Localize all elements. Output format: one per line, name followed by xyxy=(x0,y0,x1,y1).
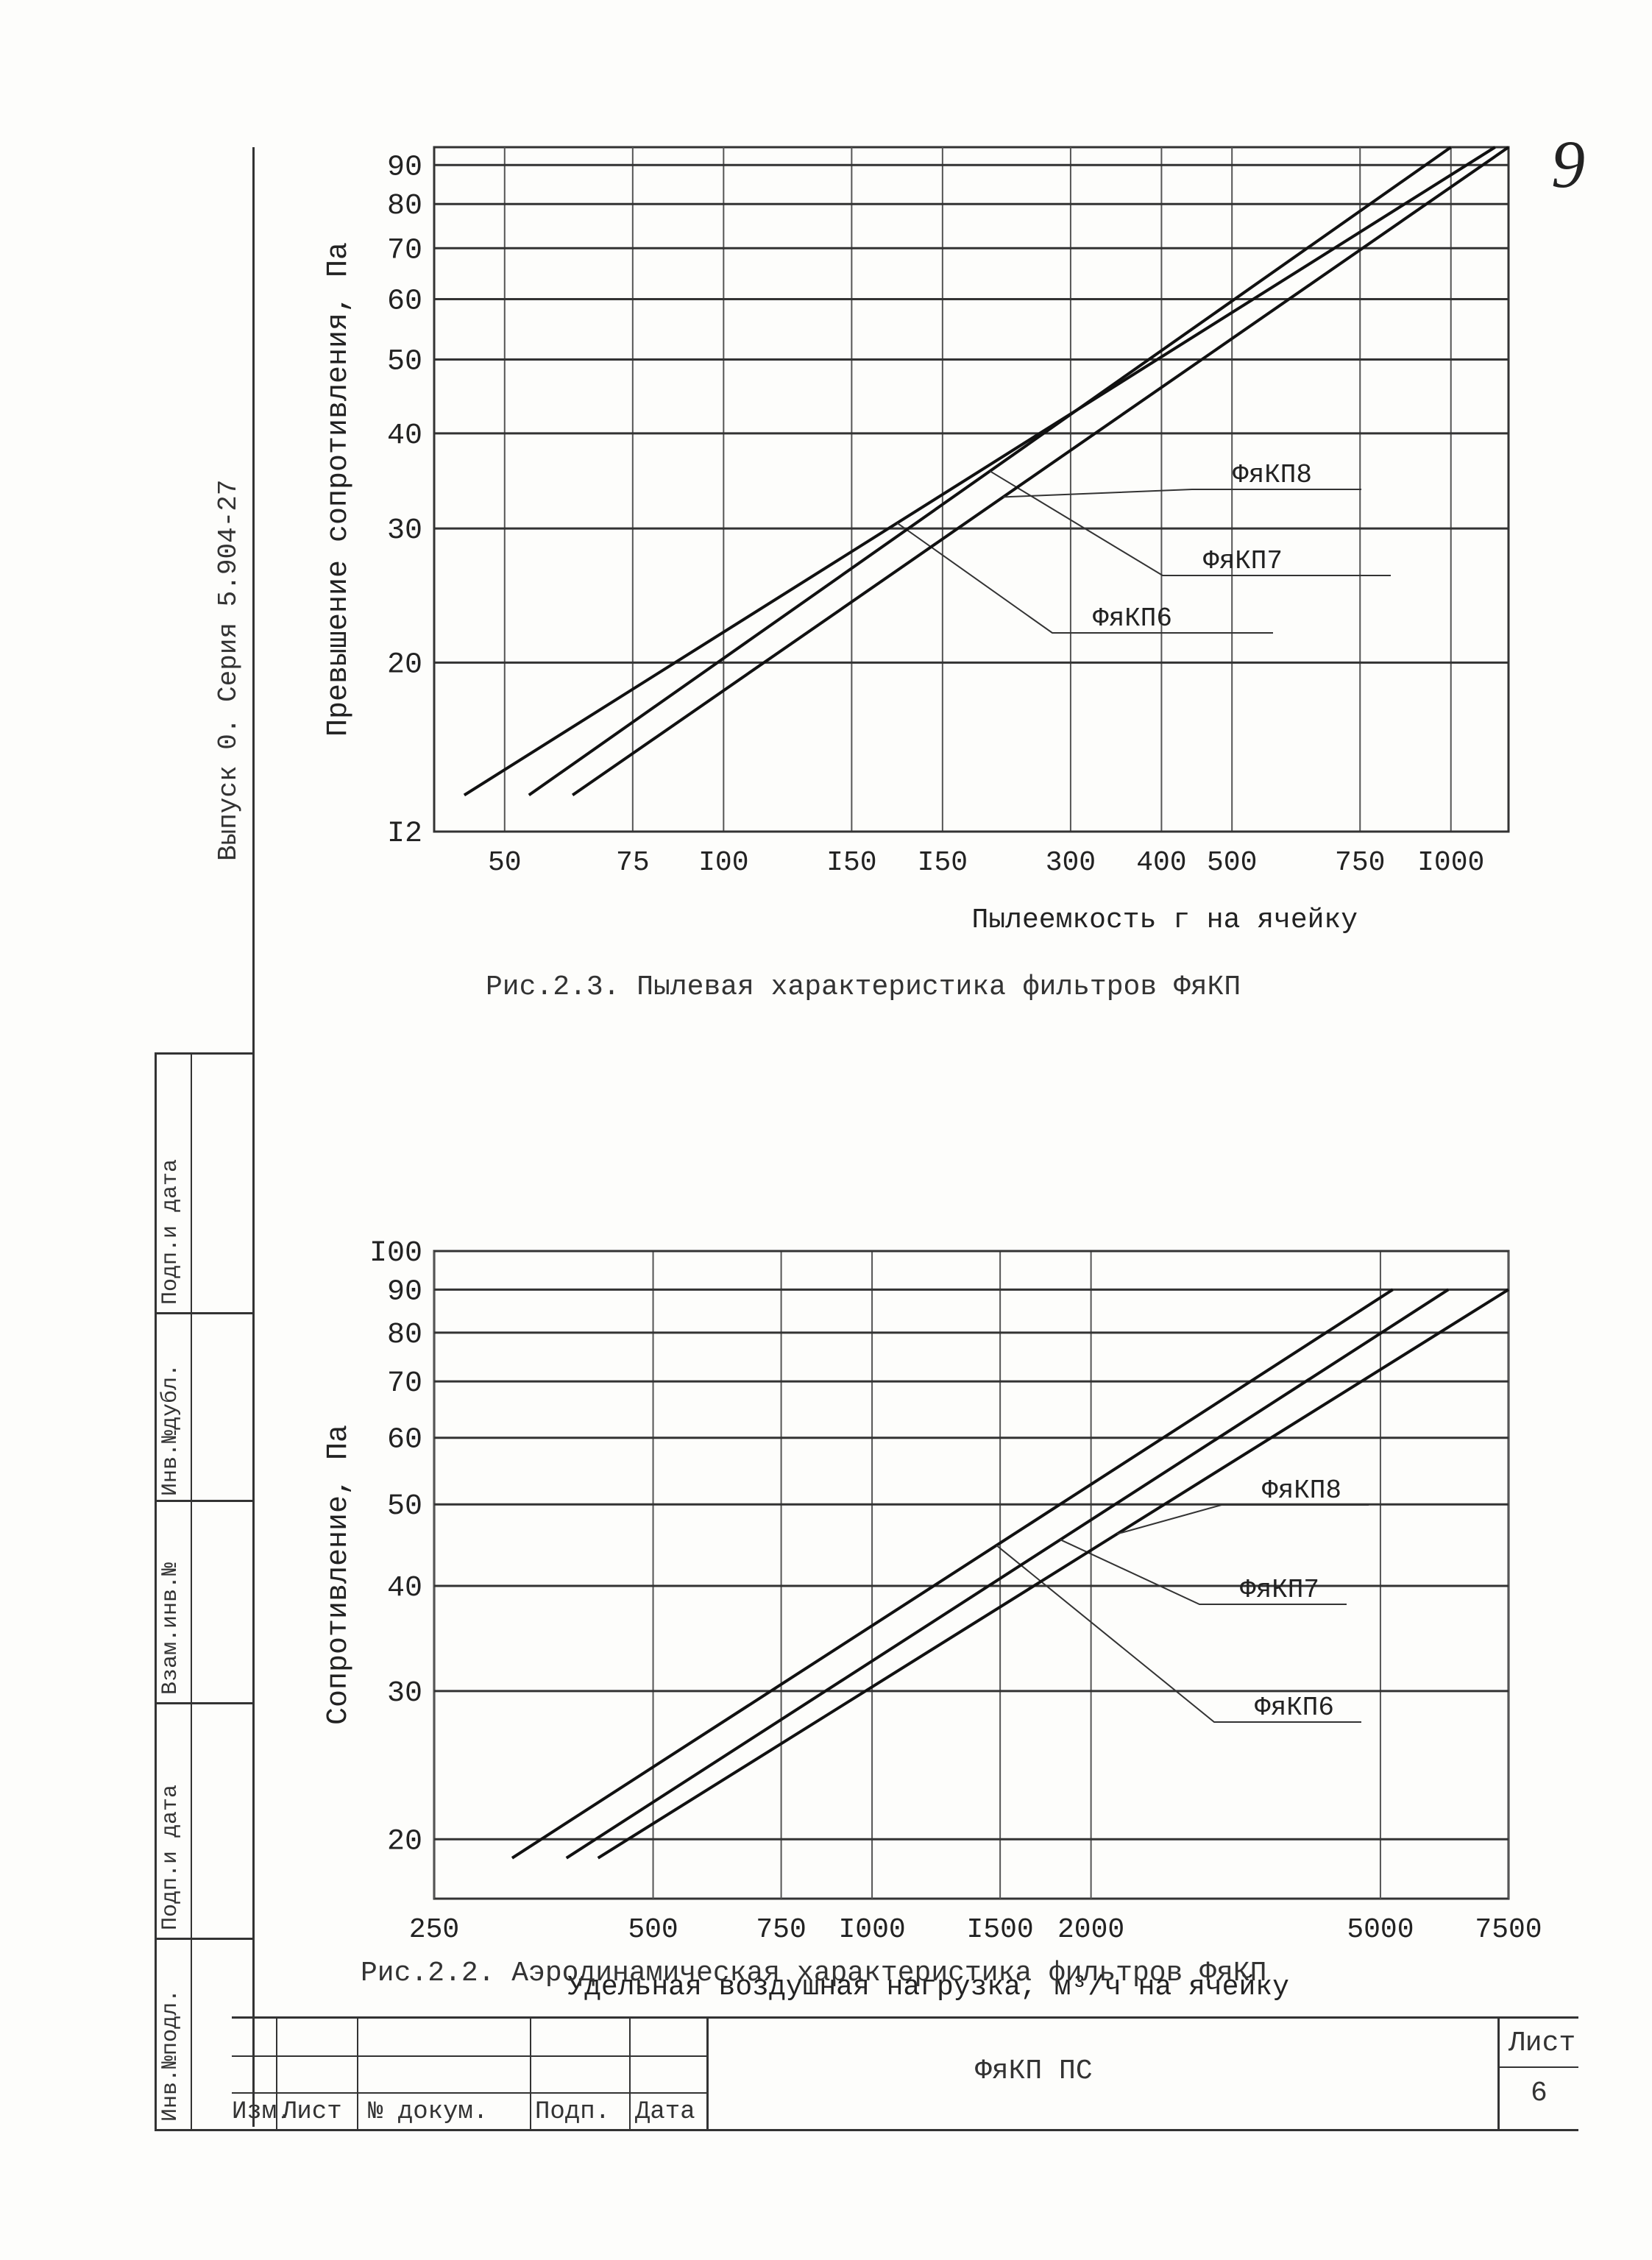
y-axis-label: Превышение сопротивления, Па xyxy=(322,242,355,737)
plot-frame xyxy=(433,1250,1510,1900)
tb-col-izm: Изм. xyxy=(232,2098,292,2126)
x-tick-label: 75 xyxy=(616,847,650,879)
series-label: ФяКП8 xyxy=(1233,460,1312,490)
y-tick-label: 80 xyxy=(387,1319,422,1352)
series-leader-line xyxy=(1003,489,1361,498)
stamp-inv-podl: Инв.№подл. xyxy=(158,1988,183,2122)
y-tick-label: 30 xyxy=(387,1677,422,1710)
y-tick-label: 40 xyxy=(387,1572,422,1605)
y-tick-label: 60 xyxy=(387,1424,422,1457)
tb-row-line xyxy=(232,2055,706,2057)
series-leader-line xyxy=(1060,1539,1347,1605)
series-leader-line xyxy=(896,522,1273,634)
margin-stamp: Инв.№подл. Подп.и дата Взам.инв.№ Инв.№д… xyxy=(155,1052,252,2131)
y-tick-label: 90 xyxy=(387,151,422,184)
x-tick-label: 7500 xyxy=(1475,1914,1542,1946)
series-label: ФяКП7 xyxy=(1203,546,1283,576)
x-tick-label: 2000 xyxy=(1057,1914,1124,1946)
series-line-фякп8 xyxy=(571,146,1510,797)
y-tick-label: 50 xyxy=(387,1490,422,1523)
y-tick-label: 40 xyxy=(387,419,422,453)
sheet-label: Лист xyxy=(1509,2027,1576,2059)
tb-row-line xyxy=(232,2092,706,2094)
stamp-divider xyxy=(157,1702,252,1704)
x-tick-label: 400 xyxy=(1136,847,1186,879)
margin-stamp-inner xyxy=(157,1055,192,2129)
y-tick-label: 30 xyxy=(387,514,422,548)
series-leader-line xyxy=(996,1545,1361,1723)
series-label: Выпуск 0. Серия 5.904-27 xyxy=(213,479,244,861)
tb-col-line xyxy=(629,2019,631,2129)
x-tick-label: 750 xyxy=(756,1914,806,1946)
y-tick-label: 70 xyxy=(387,234,422,267)
dust-characteristic-chart: 50 75 I00 I50 I50 300 400 500 750 I000 I2 20 30 40 50 6… xyxy=(322,146,1510,936)
tb-col-line xyxy=(706,2019,709,2129)
x-tick-label: 500 xyxy=(628,1914,678,1946)
y-tick-label: 20 xyxy=(387,648,422,681)
series-label: ФяКП8 xyxy=(1262,1476,1341,1506)
series-line-фякп8 xyxy=(597,1288,1510,1860)
tb-row-line xyxy=(1497,2066,1578,2068)
x-axis-label: Удельная воздушная нагрузка, м³/ч на яче… xyxy=(567,1972,1289,2003)
x-tick-label: I00 xyxy=(698,847,748,879)
stamp-divider xyxy=(157,1312,252,1314)
y-tick-label: 80 xyxy=(387,190,422,223)
tb-col-dokum: № докум. xyxy=(368,2098,489,2126)
stamp-divider xyxy=(157,1500,252,1502)
x-tick-label: I500 xyxy=(967,1914,1034,1946)
x-tick-label: 500 xyxy=(1207,847,1257,879)
y-tick-label: 60 xyxy=(387,286,422,319)
sheet-number: 6 xyxy=(1531,2077,1548,2109)
y-tick-label: 90 xyxy=(387,1275,422,1308)
x-tick-label: I000 xyxy=(1417,847,1484,879)
tb-col-list: Лист xyxy=(282,2098,342,2126)
tb-col-podp: Подп. xyxy=(535,2098,611,2126)
series-label: ФяКП6 xyxy=(1255,1693,1334,1723)
document-code: ФяКП ПС xyxy=(975,2055,1093,2087)
y-axis-label: Сопротивление, Па xyxy=(322,1425,355,1725)
series-line-фякп6 xyxy=(463,146,1496,797)
y-tick-label: 20 xyxy=(387,1825,422,1858)
x-tick-label: I50 xyxy=(918,847,968,879)
series-leader-line xyxy=(989,470,1391,576)
y-tick-label: 70 xyxy=(387,1367,422,1400)
x-tick-label: I50 xyxy=(826,847,876,879)
tb-col-line xyxy=(530,2019,531,2129)
series-leader-line xyxy=(1116,1504,1369,1535)
page-number: 9 xyxy=(1551,127,1585,202)
x-tick-label: 300 xyxy=(1046,847,1096,879)
aerodynamic-characteristic-chart: 250 500 750 I000 I500 2000 5000 7500 20 30 40 50 60 7… xyxy=(322,1237,1542,2003)
stamp-inv-dubl: Инв.№дубл. xyxy=(158,1363,183,1496)
title-block: Изм. Лист № докум. Подп. Дата ФяКП ПС Ли… xyxy=(232,2016,1578,2131)
tb-col-data: Дата xyxy=(635,2098,695,2126)
stamp-podp-date-2: Подп.и дата xyxy=(158,1158,183,1305)
chart1-caption: Рис.2.3. Пылевая характеристика фильтров… xyxy=(486,971,1241,1003)
tb-col-line xyxy=(1497,2019,1500,2129)
y-tick-label: I2 xyxy=(387,818,422,851)
frame-left-line xyxy=(252,147,255,2127)
series-label: ФяКП6 xyxy=(1093,603,1172,634)
x-tick-label: 5000 xyxy=(1347,1914,1414,1946)
x-tick-label: 250 xyxy=(409,1914,459,1946)
stamp-podp-date: Подп.и дата xyxy=(158,1784,183,1930)
y-tick-label: I00 xyxy=(369,1237,422,1270)
x-tick-label: I000 xyxy=(838,1914,905,1946)
x-tick-label: 750 xyxy=(1335,847,1385,879)
x-tick-label: 50 xyxy=(488,847,522,879)
series-label: ФяКП7 xyxy=(1240,1575,1319,1605)
series-line-фякп7 xyxy=(565,1288,1450,1860)
stamp-vzam: Взам.инв.№ xyxy=(158,1562,183,1695)
series-line-фякп6 xyxy=(511,1288,1394,1860)
x-axis-label: Пылеемкость г на ячейку xyxy=(972,904,1358,936)
chart2-caption: Рис.2.2. Аэродинамическая характеристика… xyxy=(361,1958,1267,1989)
tb-col-line xyxy=(276,2019,277,2129)
tb-col-line xyxy=(357,2019,358,2129)
stamp-divider xyxy=(157,1938,252,1940)
y-tick-label: 50 xyxy=(387,346,422,379)
